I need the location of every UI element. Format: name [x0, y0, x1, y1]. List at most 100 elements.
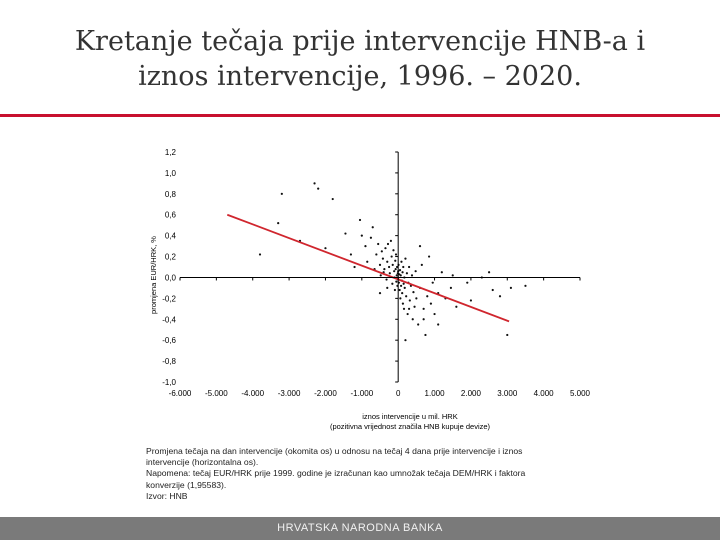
- slide-title-line-1: Kretanje tečaja prije intervencije HNB-a…: [74, 26, 646, 57]
- data-point: [402, 265, 405, 269]
- data-point: [407, 307, 411, 310]
- data-point: [405, 272, 409, 275]
- y-axis-ticks: -1,0 -0,8 -0,6 -0,4 -0,2 0,0 0,2 0,4 0,6 0,8 1,0 1,…: [162, 148, 399, 387]
- data-point: [358, 218, 362, 222]
- data-point: [400, 260, 403, 263]
- x-tick-label: -5.000: [205, 389, 228, 398]
- data-point: [344, 232, 347, 235]
- data-point: [313, 182, 316, 185]
- data-point: [386, 286, 389, 290]
- data-point: [380, 250, 383, 253]
- data-point: [414, 270, 417, 273]
- data-point: [406, 312, 409, 316]
- data-point: [394, 253, 398, 256]
- data-point: [369, 236, 373, 239]
- data-point: [506, 333, 509, 337]
- data-point: [378, 263, 382, 267]
- data-point: [377, 242, 380, 246]
- data-point: [403, 286, 406, 290]
- data-point: [440, 271, 443, 274]
- data-point: [469, 299, 473, 302]
- data-point: [498, 295, 502, 298]
- x-tick-label: 2.000: [461, 389, 482, 398]
- data-points: [258, 182, 527, 342]
- data-point: [331, 197, 334, 201]
- x-tick-label: -1.000: [350, 389, 373, 398]
- y-tick-label: 0,0: [165, 273, 177, 282]
- note-line-3: Napomena: tečaj EUR/HRK prije 1999. godi…: [146, 468, 526, 479]
- data-point: [392, 249, 395, 252]
- x-tick-label: 1.000: [425, 389, 446, 398]
- data-point: [395, 265, 399, 269]
- data-point: [388, 272, 391, 275]
- x-tick-label: -6.000: [169, 389, 192, 398]
- data-point: [366, 260, 369, 263]
- data-point: [324, 247, 327, 250]
- y-tick-label: 0,2: [165, 253, 177, 262]
- data-point: [381, 257, 385, 260]
- y-tick-label: 0,8: [165, 190, 177, 199]
- data-point: [427, 255, 431, 258]
- x-tick-label: -3.000: [278, 389, 301, 398]
- data-point: [383, 267, 386, 271]
- data-point: [417, 323, 420, 326]
- chart-notes: Promjena tečaja na dan intervencije (oko…: [146, 446, 596, 502]
- title-divider: [0, 114, 720, 117]
- x-axis-ticks: -6.000 -5.000 -4.000 -3.000 -2.000 -1.000 0 1.0…: [169, 277, 591, 398]
- data-point: [277, 221, 280, 225]
- y-tick-label: 0,4: [165, 232, 177, 241]
- data-point: [371, 226, 374, 229]
- data-point: [378, 292, 382, 295]
- data-point: [404, 339, 407, 342]
- data-point: [393, 270, 396, 273]
- y-tick-label: -0,4: [162, 315, 176, 324]
- data-point: [386, 260, 389, 263]
- data-point: [398, 288, 401, 292]
- data-point: [466, 281, 469, 284]
- data-point: [487, 271, 491, 274]
- data-point: [375, 253, 378, 256]
- note-line-4: konverzije (1,95583).: [146, 479, 227, 490]
- y-tick-label: 1,2: [165, 148, 177, 157]
- slide-title-line-2: iznos intervencije, 1996. – 2020.: [138, 61, 582, 92]
- data-point: [353, 265, 356, 269]
- data-point: [280, 192, 283, 195]
- data-point: [384, 247, 387, 250]
- data-point: [394, 267, 397, 271]
- data-point: [391, 263, 394, 267]
- data-point: [349, 253, 353, 256]
- data-point: [379, 274, 382, 277]
- data-point: [389, 239, 393, 242]
- data-point: [395, 280, 398, 283]
- x-tick-label: 3.000: [497, 389, 518, 398]
- data-point: [407, 265, 411, 269]
- data-point: [420, 263, 423, 267]
- x-tick-label: -4.000: [241, 389, 264, 398]
- data-point: [360, 234, 363, 237]
- data-point: [399, 297, 402, 300]
- data-point: [399, 284, 403, 287]
- data-point: [422, 318, 425, 321]
- y-tick-label: -1,0: [162, 378, 176, 387]
- footer-bar: HRVATSKA NARODNA BANKA: [0, 517, 720, 540]
- data-point: [391, 282, 394, 285]
- data-point: [401, 302, 405, 305]
- x-tick-label: 5.000: [570, 389, 591, 398]
- data-point: [509, 286, 513, 290]
- y-tick-label: 1,0: [165, 169, 177, 178]
- data-point: [317, 187, 320, 190]
- data-point: [395, 274, 398, 277]
- x-axis-label-line-2: (pozitivna vrijednost značila HNB kupuje…: [330, 422, 491, 431]
- data-point: [455, 305, 458, 308]
- data-point: [387, 265, 391, 269]
- data-point: [426, 295, 429, 298]
- data-point: [411, 318, 414, 321]
- data-point: [524, 284, 527, 287]
- data-point: [405, 295, 408, 298]
- data-point: [422, 307, 425, 310]
- note-line-2: intervencije (horizontalna os).: [146, 457, 259, 468]
- data-point: [385, 278, 388, 281]
- scatter-chart: -1,0 -0,8 -0,6 -0,4 -0,2 0,0 0,2 0,4 0,6 0,8 1,0 1,…: [149, 148, 591, 431]
- y-tick-label: -0,2: [162, 294, 176, 303]
- x-tick-label: -2.000: [314, 389, 337, 398]
